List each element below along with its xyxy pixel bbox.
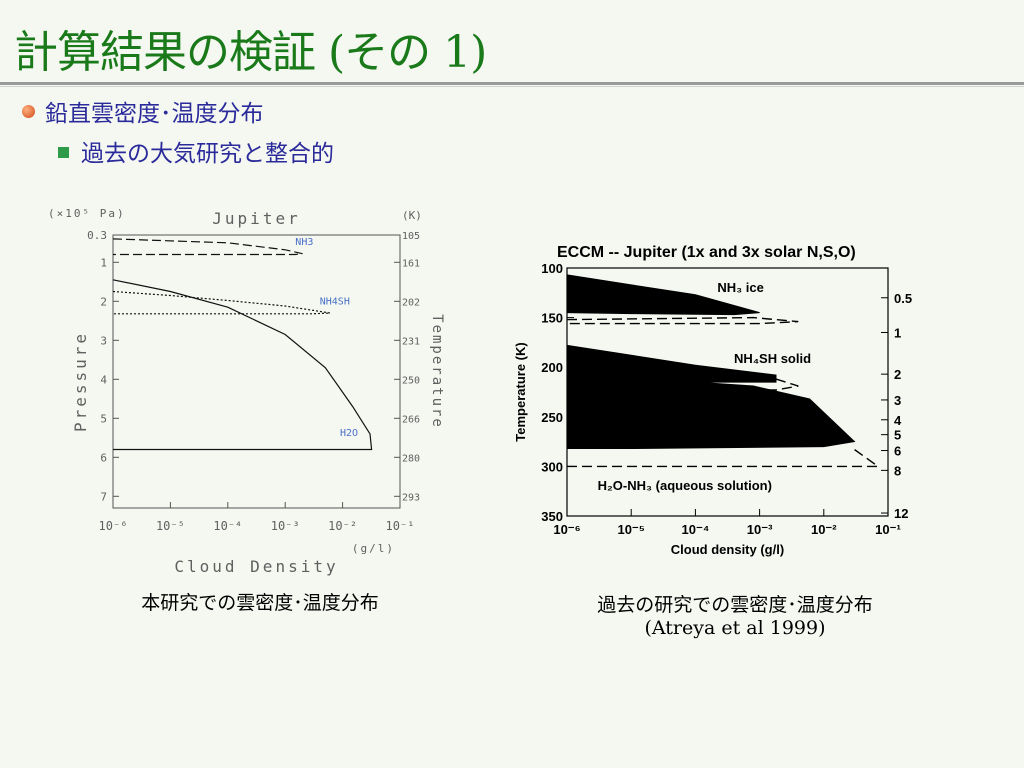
y2-tick-label: 12 [894,506,908,521]
series-nh4sh-line [112,290,330,315]
x-tick-label: 10⁻⁴ [213,519,242,533]
plot-frame [112,234,401,509]
y2-tick-label: 202 [402,297,420,308]
chart-title: Jupiter [212,209,300,228]
right-chart-caption-line1: 過去の研究での雲密度･温度分布 [597,594,873,616]
y-unit-label: (×10⁵ Pa) [48,207,126,220]
right-chart: ECCM -- Jupiter (1x and 3x solar N,S,O) N… [505,236,920,566]
y-tick-label: 6 [100,451,107,464]
left-chart: Jupiter (×10⁵ Pa) (K) 0.3 105 1 161 2 202 3 231 4 25… [40,200,460,585]
y2-tick-label: 0.5 [894,291,912,306]
x-axis-label: Cloud Density [174,557,338,576]
y2-tick-label: 3 [894,393,901,408]
bullet-level-2-text: 過去の大気研究と整合的 [81,141,334,167]
series-label-nh3: NH3 [295,237,313,248]
right-chart-caption: 過去の研究での雲密度･温度分布 (Atreya et al 1999) [560,590,910,639]
chart-title: ECCM -- Jupiter (1x and 3x solar N,S,O) [557,244,856,261]
region-nh3 [566,274,760,316]
x-tick-label: 10⁻⁵ [617,522,644,537]
y-tick-label: 150 [541,311,563,326]
y2-tick-label: 293 [402,492,420,503]
y2-tick-label: 2 [894,367,901,382]
left-chart-svg: Jupiter (×10⁵ Pa) (K) 0.3 105 1 161 2 202 3 231 4 25… [48,207,445,576]
y2-axis-label: Temperature [429,314,445,429]
region-nh3-dashed [566,316,799,325]
y2-unit-label: (K) [402,209,422,222]
square-bullet-icon [58,147,69,158]
x-axis-label: Cloud density (g/l) [671,542,784,557]
x-tick-label: 10⁻⁵ [156,519,185,533]
x-tick-label: 10⁻¹ [386,519,415,533]
series-h2o-line [112,279,373,451]
slide-title: 計算結果の検証 (その 1) [14,27,487,78]
y-tick-label: 0.3 [87,229,107,242]
region-nh4sh-dashed [714,378,799,391]
y-tick-label: 350 [541,509,563,524]
y2-tick-label: 8 [894,463,901,478]
y2-tick-label: 4 [894,413,902,428]
y2-tick-label: 280 [402,453,420,464]
x-tick-label: 10⁻⁶ [553,522,580,537]
x-tick-label: 10⁻³ [271,519,300,533]
x-tick-label: 10⁻² [328,519,357,533]
y-tick-label: 4 [100,373,107,386]
y-tick-label: 3 [100,334,107,347]
region-h2onh3-dashed [567,448,881,468]
y-tick-label: 200 [541,360,563,375]
x-tick-label: 10⁻³ [747,522,773,537]
title-divider-shadow [0,86,1024,87]
series-nh3-line [112,238,303,256]
title-divider [0,82,1024,85]
y2-tick-label: 5 [894,428,901,443]
bullet-level-2: 過去の大気研究と整合的 [58,134,334,168]
round-bullet-icon [22,105,35,118]
y-tick-label: 250 [541,410,563,425]
x-tick-label: 10⁻⁶ [99,519,128,533]
x-tick-label: 10⁻² [811,522,837,537]
x-tick-label: 10⁻¹ [875,522,901,537]
y2-tick-label: 105 [402,231,420,242]
region-label-1: NH₄SH solid [734,351,811,366]
y-tick-label: 5 [100,412,107,425]
y-tick-label: 7 [100,490,107,503]
x-unit-label: (g/l) [352,542,395,555]
x-tick-label: 10⁻⁴ [682,522,710,537]
y2-tick-label: 161 [402,258,420,269]
y-axis-label: Pressure [71,331,90,432]
series-label-h2o: H2O [340,428,358,439]
region-label-0: NH₃ ice [717,280,763,295]
y2-tick-label: 6 [894,444,901,459]
y-axis-label: Temperature (K) [513,342,528,441]
y2-tick-label: 231 [402,336,420,347]
y-tick-label: 2 [100,295,107,308]
region-nh4sh [566,344,856,449]
right-chart-svg: ECCM -- Jupiter (1x and 3x solar N,S,O) N… [513,244,912,557]
bullet-level-1: 鉛直雲密度･温度分布 [22,94,264,128]
y-tick-label: 1 [100,256,107,269]
y-tick-label: 300 [541,459,563,474]
region-label-2: H₂O-NH₃ (aqueous solution) [598,478,772,493]
y2-tick-label: 250 [402,375,420,386]
y2-tick-label: 1 [894,325,901,340]
y-tick-label: 100 [541,261,563,276]
y2-tick-label: 266 [402,414,420,425]
bullet-level-1-text: 鉛直雲密度･温度分布 [45,101,264,127]
series-label-nh4sh: NH4SH [320,296,350,307]
right-chart-caption-line2: (Atreya et al 1999) [644,617,826,639]
left-chart-caption: 本研究での雲密度･温度分布 [141,592,379,614]
